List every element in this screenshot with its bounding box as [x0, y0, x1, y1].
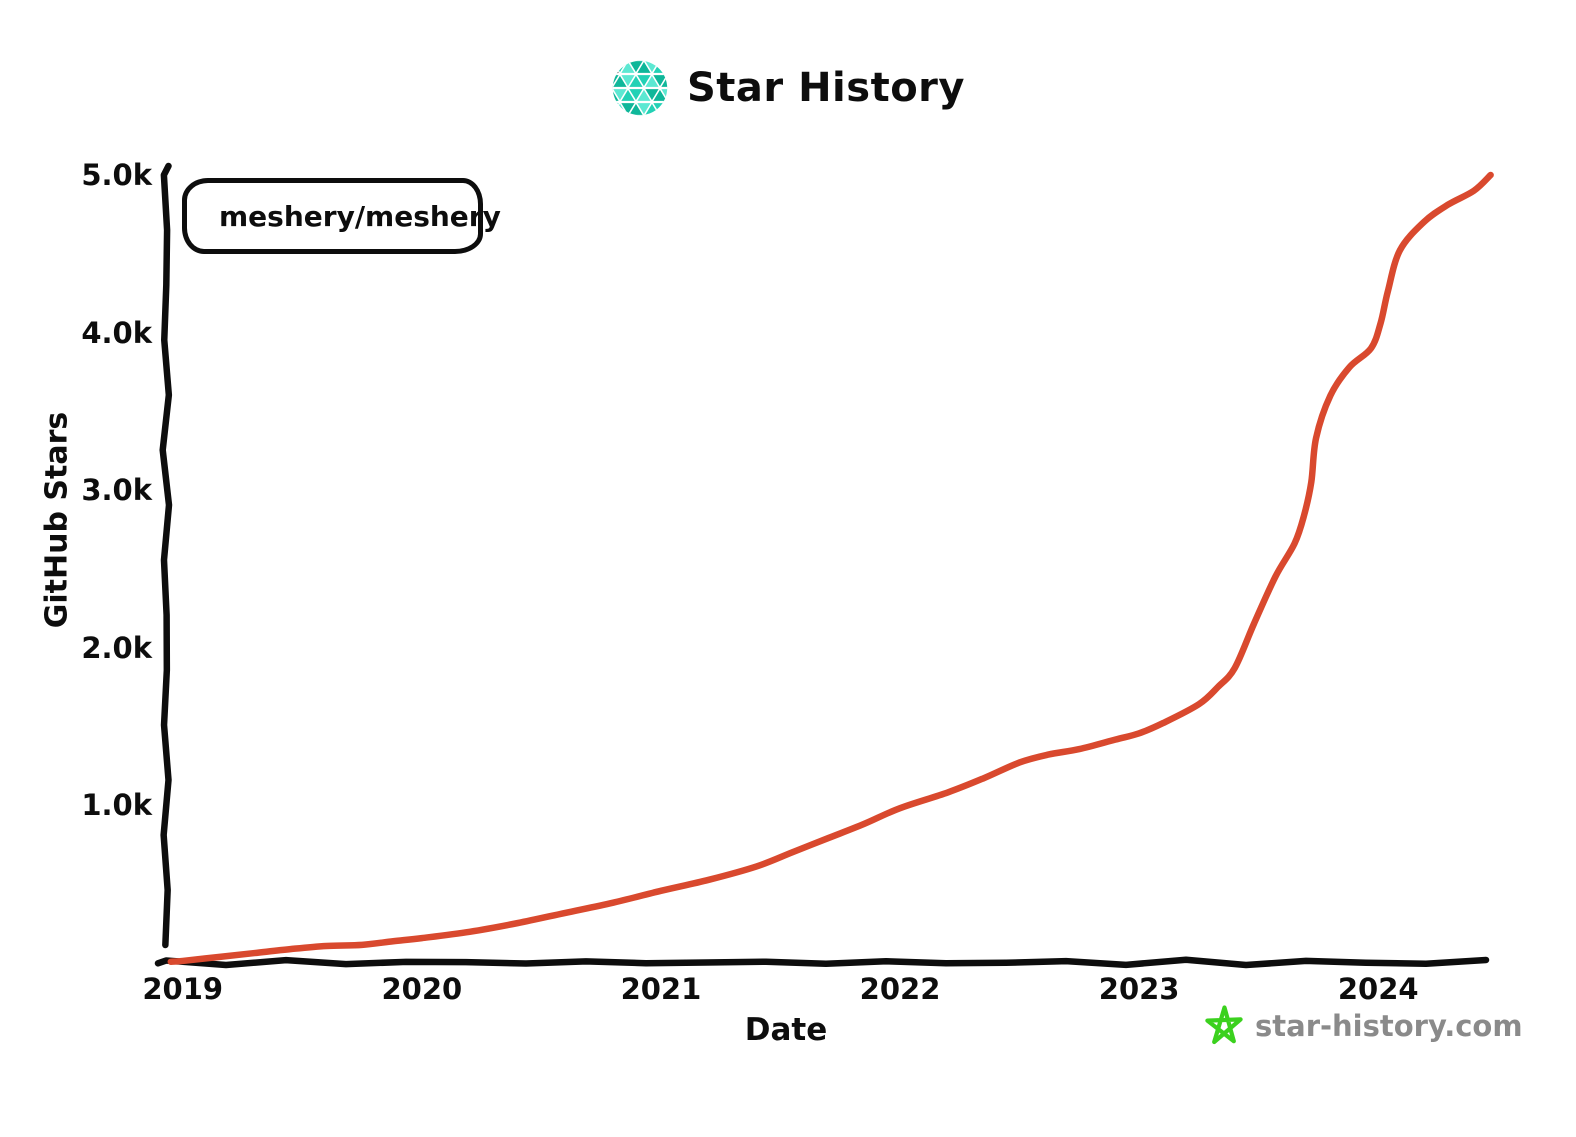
x-axis-line	[154, 956, 1490, 969]
legend-series-marker	[203, 207, 205, 225]
legend-series-label: meshery/meshery	[219, 199, 501, 233]
y-tick-label: 5.0k	[81, 158, 152, 192]
y-tick-label: 1.0k	[81, 788, 152, 822]
x-tick-label: 2021	[620, 972, 702, 1006]
x-tick-label: 2019	[142, 972, 224, 1006]
y-tick-label: 2.0k	[81, 630, 152, 665]
x-tick-label: 2022	[859, 972, 941, 1006]
page-title: Star History	[687, 65, 965, 111]
x-axis-title: Date	[744, 1012, 828, 1048]
watermark: star-history.com	[1204, 1004, 1523, 1048]
legend-box: meshery/meshery	[182, 178, 501, 254]
x-tick-label: 2020	[381, 972, 463, 1006]
y-tick-label: 4.0k	[81, 315, 152, 350]
series-line-meshery	[167, 171, 1494, 965]
x-tick-label: 2023	[1098, 972, 1180, 1006]
watermark-text: star-history.com	[1255, 1009, 1523, 1043]
star-icon	[1205, 1005, 1243, 1045]
y-axis-line	[159, 162, 173, 949]
y-tick-label: 3.0k	[81, 473, 152, 507]
chart-header: Star History	[0, 60, 1576, 116]
star-history-logo-icon	[612, 60, 668, 116]
x-tick-label: 2024	[1337, 972, 1419, 1006]
y-axis-title: GitHub Stars	[39, 411, 75, 629]
